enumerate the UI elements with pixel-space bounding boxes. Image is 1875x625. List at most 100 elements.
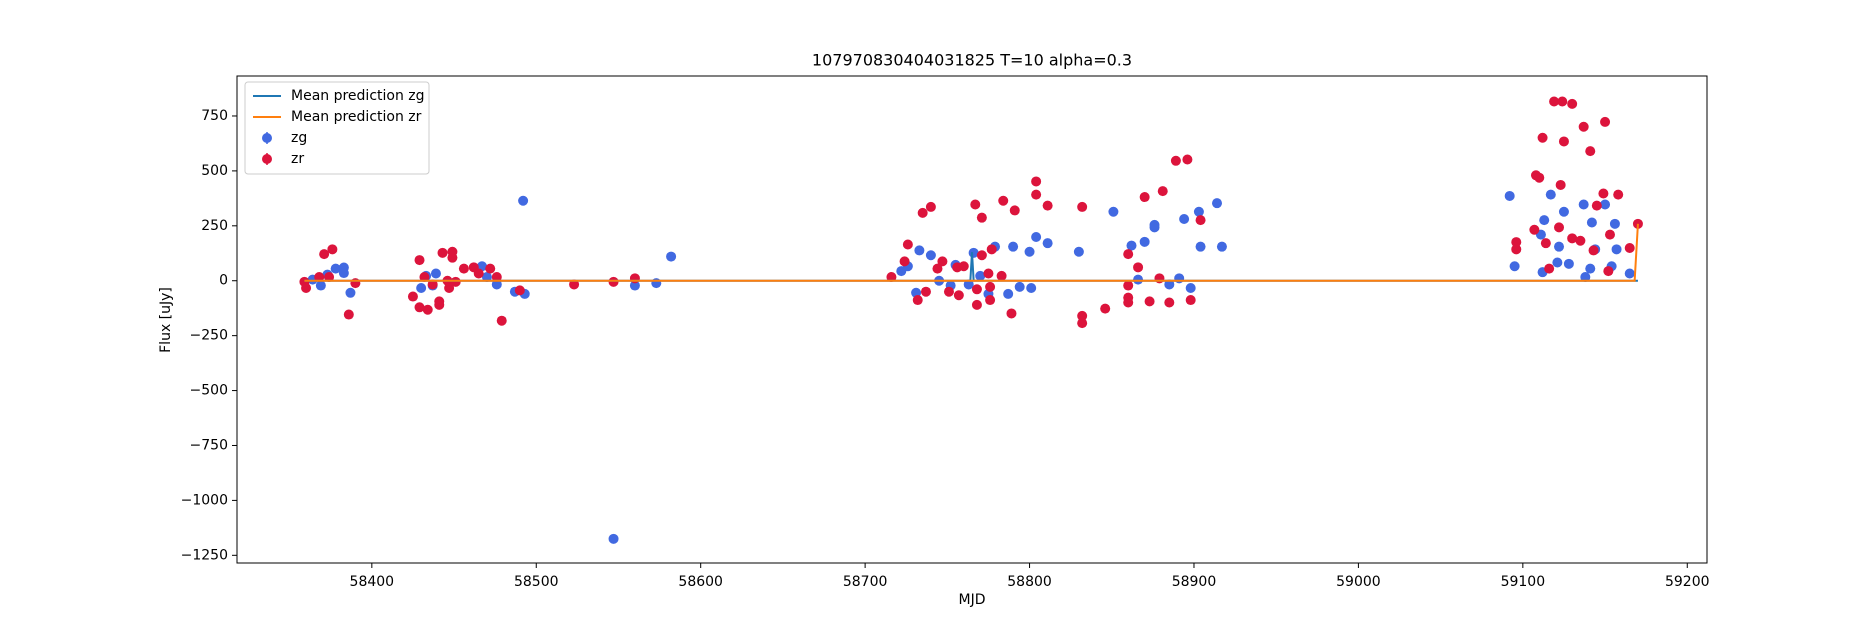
point: [1586, 217, 1597, 228]
point: [1585, 146, 1596, 157]
point: [1537, 132, 1548, 143]
x-tick-label: 59100: [1501, 574, 1546, 590]
point: [1624, 242, 1635, 253]
point: [419, 271, 430, 282]
point: [1598, 188, 1609, 199]
legend-marker: [262, 154, 272, 164]
point: [1603, 266, 1614, 277]
point: [1031, 176, 1042, 187]
point: [1552, 257, 1563, 268]
legend-frame: [244, 81, 430, 175]
point: [430, 268, 441, 279]
point: [407, 291, 418, 302]
point: [1077, 310, 1088, 321]
legend-label: Mean prediction zr: [291, 109, 422, 125]
point: [427, 279, 438, 290]
point: [569, 279, 580, 290]
legend-marker: [262, 133, 272, 143]
point: [886, 271, 897, 282]
point: [1600, 199, 1611, 210]
point: [1144, 296, 1155, 307]
point: [1024, 246, 1035, 257]
point: [986, 244, 997, 255]
point: [1182, 154, 1193, 165]
point: [1600, 116, 1611, 127]
axes-frame: [236, 75, 1708, 564]
point: [1575, 235, 1586, 246]
point: [350, 278, 361, 289]
point: [1539, 215, 1550, 226]
point: [1554, 241, 1565, 252]
point: [324, 271, 335, 282]
point: [1580, 271, 1591, 282]
point: [1545, 189, 1556, 200]
y-tick-label: −1250: [181, 547, 228, 563]
point: [1534, 172, 1545, 183]
point: [914, 245, 925, 256]
x-tick-label: 58800: [1007, 574, 1052, 590]
point: [1185, 295, 1196, 306]
y-axis-label: Flux [uJy]: [158, 287, 174, 353]
line: [304, 223, 1639, 282]
point: [1609, 218, 1620, 229]
y-tick-label: 250: [201, 218, 228, 234]
point: [338, 268, 349, 279]
point: [314, 271, 325, 282]
point: [983, 268, 994, 279]
point: [1123, 297, 1134, 308]
point: [976, 212, 987, 223]
point: [518, 195, 529, 206]
point: [608, 276, 619, 287]
point: [1567, 233, 1578, 244]
point: [629, 280, 640, 291]
point: [1578, 199, 1589, 210]
x-tick-label: 58600: [678, 574, 723, 590]
point: [1504, 190, 1515, 201]
x-tick-label: 58500: [514, 574, 559, 590]
point: [958, 261, 969, 272]
point: [1511, 237, 1522, 248]
point: [491, 279, 502, 290]
point: [1139, 236, 1150, 247]
point: [1009, 205, 1020, 216]
point: [963, 279, 974, 290]
point: [1511, 244, 1522, 255]
point: [1212, 198, 1222, 209]
point: [414, 255, 425, 266]
point: [1529, 224, 1540, 235]
point: [666, 251, 677, 262]
point: [1077, 318, 1088, 329]
y-tick-label: −750: [190, 437, 228, 453]
x-tick-label: 58700: [843, 574, 888, 590]
point: [1154, 273, 1165, 284]
point: [422, 304, 433, 315]
point: [1613, 189, 1624, 200]
y-tick-label: 500: [201, 163, 228, 179]
plot-area: [299, 96, 1643, 544]
point: [1123, 280, 1134, 291]
point: [976, 250, 987, 261]
point: [447, 252, 458, 263]
point: [1014, 281, 1025, 292]
point: [902, 239, 913, 250]
point: [1554, 222, 1565, 233]
point: [1108, 206, 1119, 217]
x-tick-label: 58900: [1172, 574, 1217, 590]
point: [1591, 200, 1602, 211]
x-tick-label: 59000: [1336, 574, 1381, 590]
point: [608, 533, 619, 544]
point: [912, 295, 923, 306]
point: [1008, 241, 1019, 252]
point: [1588, 245, 1599, 256]
point: [496, 315, 507, 326]
point: [416, 282, 427, 293]
point: [1031, 232, 1042, 243]
point: [1624, 268, 1635, 279]
point: [1042, 238, 1053, 249]
point: [1611, 244, 1622, 255]
point: [1126, 240, 1137, 251]
point: [1164, 297, 1175, 308]
y-tick-label: −1000: [181, 492, 228, 508]
x-tick-label: 59200: [1665, 574, 1710, 590]
point: [1557, 96, 1568, 107]
